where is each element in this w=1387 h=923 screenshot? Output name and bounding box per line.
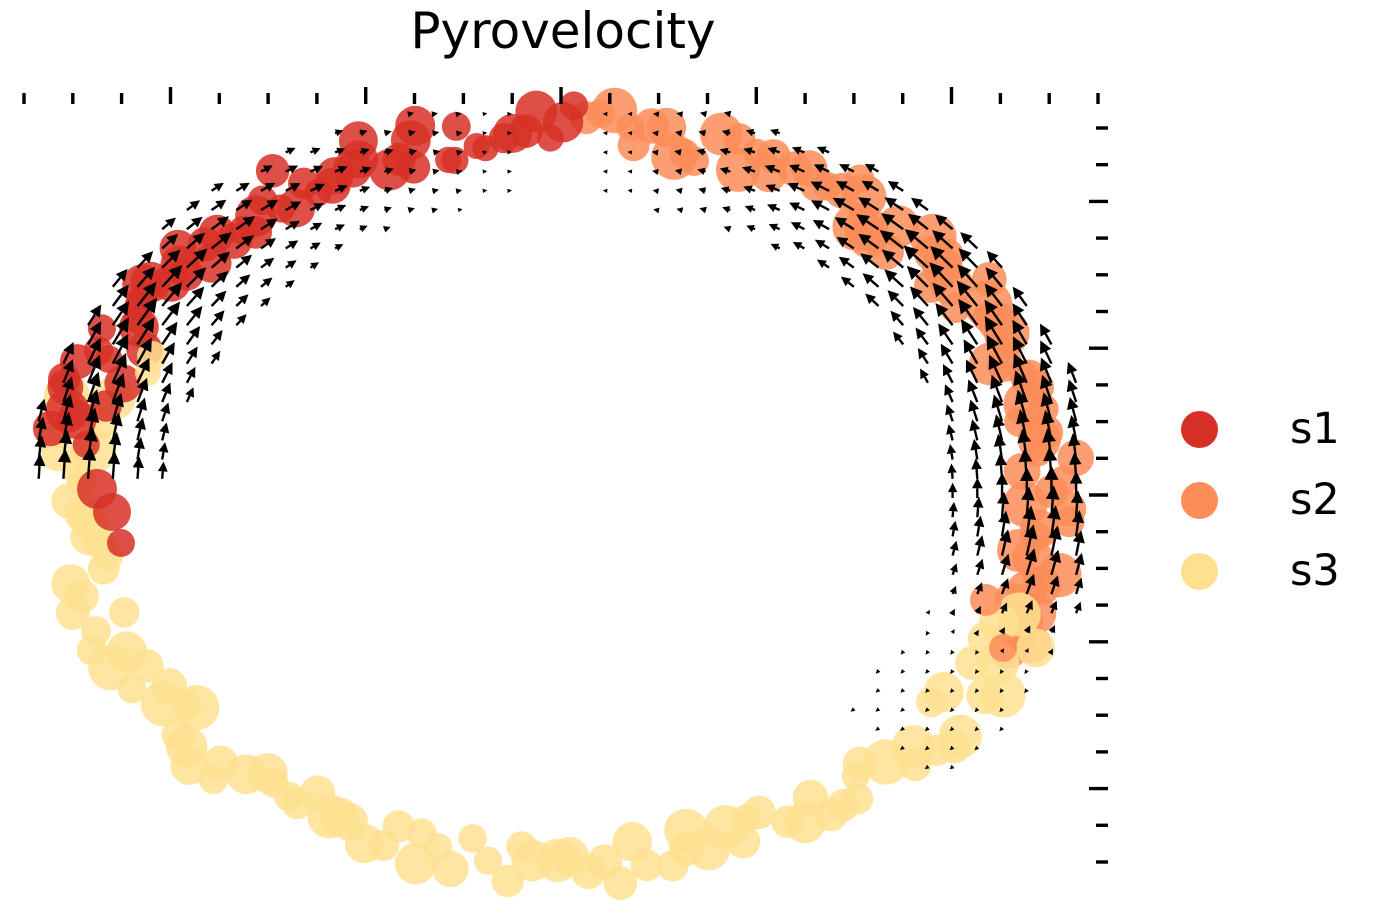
legend-item-s2: s2: [1181, 479, 1340, 522]
cluster-s3: [37, 372, 1055, 900]
legend-label-s2: s2: [1290, 475, 1340, 525]
legend-swatch-s3: [1181, 553, 1218, 590]
legend-item-s1: s1: [1181, 408, 1340, 451]
chart-title: Pyrovelocity: [410, 2, 716, 60]
legend-swatch-s1: [1181, 411, 1218, 448]
legend-item-s3: s3: [1181, 550, 1340, 593]
top-axis-ticks: [22, 87, 1100, 104]
right-axis-ticks: [1089, 126, 1108, 864]
legend-label-s1: s1: [1290, 404, 1340, 454]
legend-label-s3: s3: [1290, 546, 1340, 596]
legend-swatch-s2: [1181, 482, 1218, 519]
outlier-points: [77, 341, 1017, 662]
quiver-layer: [33, 110, 1085, 770]
